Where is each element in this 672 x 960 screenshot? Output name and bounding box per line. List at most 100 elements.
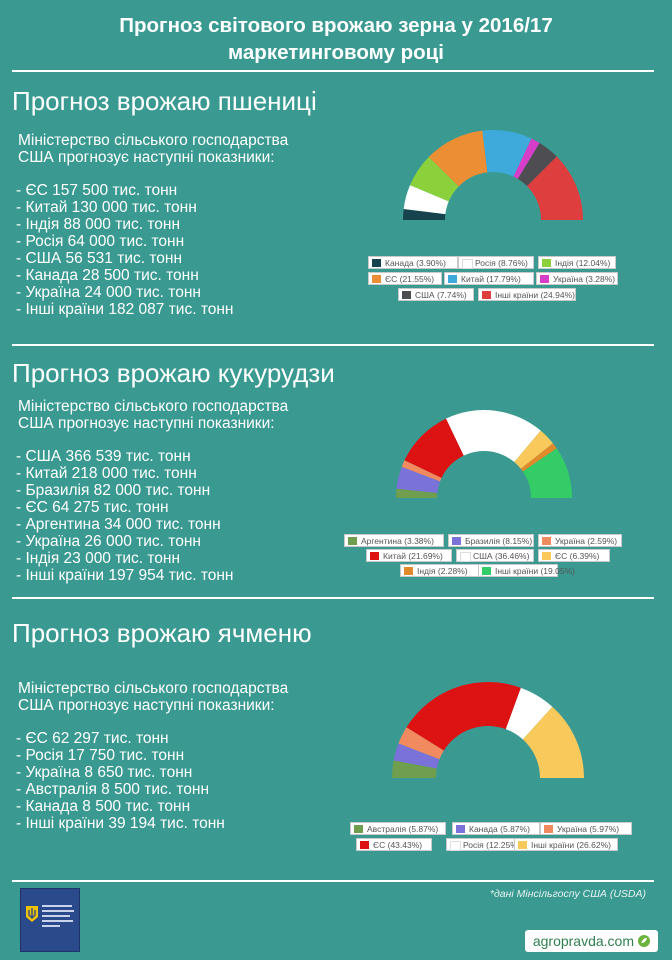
donut-slice — [517, 142, 557, 187]
intro-line: США прогнозує наступні показники: — [18, 697, 275, 714]
legend-item: Індія (2.28%) — [400, 564, 484, 577]
forecast-list-wheat: - ЄС 157 500 тис. тонн - Китай 130 000 т… — [16, 182, 234, 318]
legend-swatch — [518, 841, 527, 849]
list-item: - Росія 64 000 тис. тонн — [16, 233, 185, 250]
wheat-donut-chart — [403, 130, 583, 220]
legend-item: Росія (12.25%) — [446, 838, 524, 851]
intro-line: Міністерство сільського господарства — [18, 132, 289, 149]
legend-label: Аргентина (3.38%) — [361, 536, 434, 546]
legend-item: ЄС (21.55%) — [368, 272, 442, 285]
legend-swatch — [544, 825, 553, 833]
corn-donut-chart — [396, 410, 572, 498]
legend-label: Україна (3.28%) — [553, 274, 616, 284]
list-item: - Австралія 8 500 тис. тонн — [16, 781, 210, 798]
list-item: - Канада 8 500 тис. тонн — [16, 798, 191, 815]
trident-icon — [26, 906, 38, 922]
page-title-line-2: маркетинговому році — [228, 41, 444, 64]
donut-slice — [522, 706, 584, 778]
forecast-list-corn: - США 366 539 тис. тонн - Китай 218 000 … — [16, 448, 234, 584]
legend-swatch — [456, 825, 465, 833]
list-item: - США 366 539 тис. тонн — [16, 448, 191, 465]
donut-slice — [396, 488, 438, 498]
legend-item: Україна (2.59%) — [538, 534, 622, 547]
source-note: *дані Мінсільгоспу США (USDA) — [489, 888, 646, 900]
legend-item: ЄС (43.43%) — [356, 838, 432, 851]
list-item: - Канада 28 500 тис. тонн — [16, 267, 199, 284]
legend-swatch — [402, 291, 411, 299]
legend-swatch — [452, 537, 461, 545]
legend-item: Аргентина (3.38%) — [344, 534, 444, 547]
list-item: - Інші країни 39 194 тис. тонн — [16, 815, 225, 832]
donut-slice — [396, 466, 441, 494]
page-title-line-1: Прогноз світового врожаю зерна у 2016/17 — [119, 14, 553, 37]
list-item: - США 56 531 тис. тонн — [16, 250, 183, 267]
legend-swatch — [372, 275, 381, 283]
legend-swatch — [460, 552, 471, 562]
legend-item: Україна (5.97%) — [540, 822, 632, 835]
leaf-icon — [638, 935, 650, 947]
legend-item: Росія (8.76%) — [458, 256, 534, 269]
legend-item: Інші країни (24.94%) — [478, 288, 576, 301]
legend-label: Інші країни (19.05%) — [495, 566, 575, 576]
donut-slice — [527, 156, 583, 220]
intro-line: Міністерство сільського господарства — [18, 398, 289, 415]
legend-item: США (36.46%) — [456, 549, 534, 562]
legend-swatch — [372, 259, 381, 267]
section-intro-corn: Міністерство сільського господарства США … — [18, 398, 288, 432]
legend-item: ЄС (6.39%) — [538, 549, 610, 562]
legend-item: Китай (17.79%) — [444, 272, 534, 285]
legend-swatch — [482, 567, 491, 575]
divider — [12, 880, 654, 882]
donut-slice — [522, 448, 572, 498]
legend-label: ЄС (21.55%) — [385, 274, 435, 284]
legend-swatch — [450, 841, 461, 851]
legend-label: Росія (8.76%) — [475, 258, 528, 268]
list-item: - Інші країни 182 087 тис. тонн — [16, 301, 234, 318]
section-title-wheat: Прогноз врожаю пшениці — [12, 86, 317, 116]
section-title-barley: Прогноз врожаю ячменю — [12, 618, 312, 648]
forecast-list-barley: - ЄС 62 297 тис. тонн - Росія 17 750 тис… — [16, 730, 225, 832]
legend-swatch — [542, 537, 551, 545]
section-title-corn: Прогноз врожаю кукурудзи — [12, 358, 335, 388]
legend-item: Індія (12.04%) — [538, 256, 616, 269]
list-item: - Китай 130 000 тис. тонн — [16, 199, 197, 216]
legend-item: Україна (3.28%) — [536, 272, 618, 285]
legend-swatch — [370, 552, 379, 560]
legend-label: Україна (2.59%) — [555, 536, 618, 546]
donut-slice — [403, 209, 446, 220]
donut-slice — [513, 138, 540, 179]
site-brand[interactable]: agropravda.com — [524, 930, 658, 952]
legend-label: Україна (5.97%) — [557, 824, 620, 834]
divider — [12, 597, 654, 599]
list-item: - Україна 8 650 тис. тонн — [16, 764, 193, 781]
legend-label: Інші країни (26.62%) — [531, 840, 611, 850]
donut-slice — [392, 760, 437, 778]
donut-slice — [404, 418, 464, 478]
donut-slice — [398, 727, 444, 760]
legend-swatch — [542, 552, 551, 560]
legend-swatch — [482, 291, 491, 299]
donut-slice — [428, 130, 488, 187]
legend-label: Індія (2.28%) — [417, 566, 468, 576]
intro-line: США прогнозує наступні показники: — [18, 415, 275, 432]
donut-slice — [410, 156, 459, 202]
legend-item: Бразилія (8.15%) — [448, 534, 534, 547]
list-item: - Україна 24 000 тис. тонн — [16, 284, 201, 301]
donut-slice — [505, 687, 553, 740]
divider — [12, 70, 654, 72]
list-item: - Бразилія 82 000 тис. тонн — [16, 482, 211, 499]
legend-item: Канада (3.90%) — [368, 256, 458, 269]
section-intro-barley: Міністерство сільського господарства США … — [18, 680, 288, 714]
legend-swatch — [540, 275, 549, 283]
intro-line: США прогнозує наступні показники: — [18, 149, 275, 166]
donut-slice — [393, 743, 440, 769]
list-item: - Китай 218 000 тис. тонн — [16, 465, 197, 482]
list-item: - Індія 88 000 тис. тонн — [16, 216, 181, 233]
legend-item: Канада (5.87%) — [452, 822, 540, 835]
donut-slice — [403, 185, 449, 215]
legend-label: Китай (17.79%) — [461, 274, 521, 284]
donut-slice — [520, 443, 557, 472]
legend-label: Австралія (5.87%) — [367, 824, 439, 834]
donut-slice — [514, 430, 553, 469]
list-item: - Індія 23 000 тис. тонн — [16, 550, 181, 567]
